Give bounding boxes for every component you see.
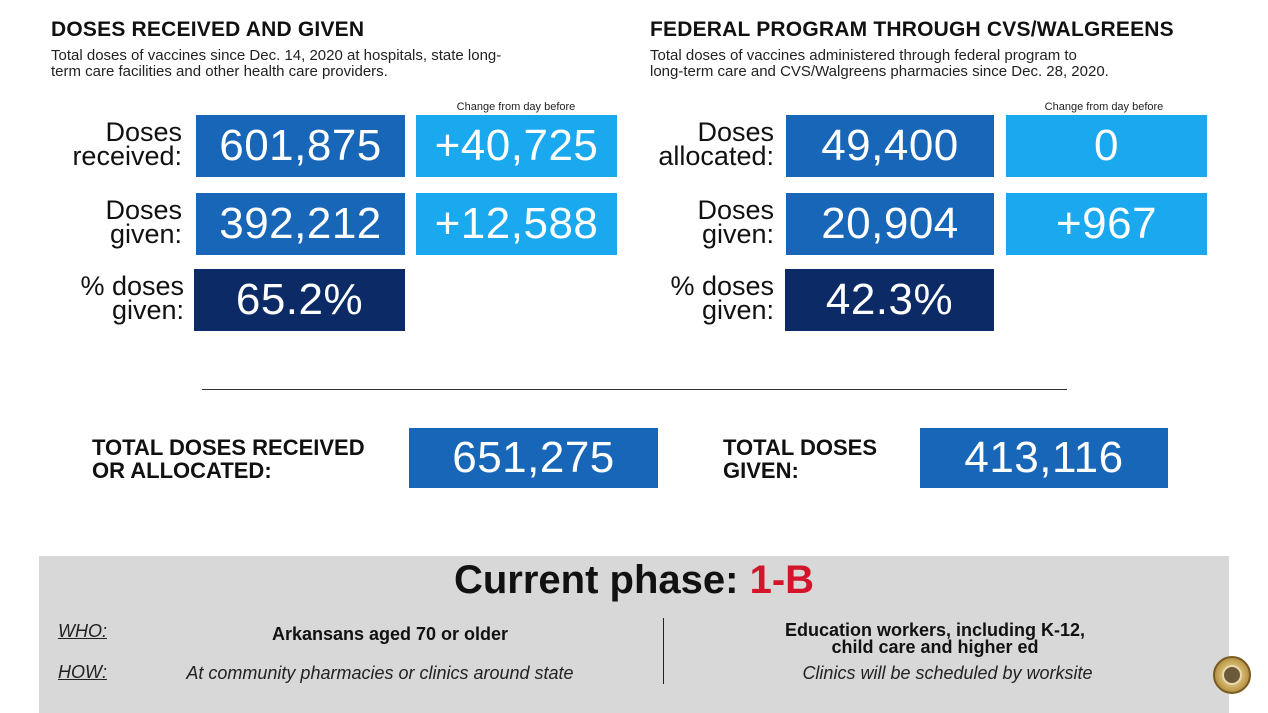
right-section-title: FEDERAL PROGRAM THROUGH CVS/WALGREENS: [650, 18, 1174, 41]
right-section-subtitle: Total doses of vaccines administered thr…: [650, 48, 1230, 80]
how-right: Clinics will be scheduled by worksite: [802, 663, 1093, 683]
right-row2-label: Doses given:: [630, 195, 774, 249]
doses-received-value: 601,875: [196, 115, 405, 177]
right-row2-label-line1: Doses: [697, 195, 774, 225]
phase-title-value: 1-B: [749, 558, 815, 602]
left-change-label: Change from day before: [456, 101, 576, 113]
left-row1-label-line1: Doses: [105, 117, 182, 147]
federal-percent-doses-given-value: 42.3%: [785, 269, 994, 331]
total-given-label: TOTAL DOSES GIVEN:: [723, 436, 877, 482]
right-subtitle-line1: Total doses of vaccines administered thr…: [650, 47, 1077, 64]
left-subtitle-line2: term care facilities and other health ca…: [51, 63, 388, 80]
left-section-subtitle: Total doses of vaccines since Dec. 14, 2…: [51, 48, 611, 80]
left-row1-label: Doses received:: [40, 117, 182, 171]
horizontal-divider: [202, 389, 1067, 390]
phase-title-prefix: Current phase:: [453, 558, 739, 602]
right-row3-label-line2: given:: [701, 295, 774, 325]
right-subtitle-line2: long-term care and CVS/Walgreens pharmac…: [650, 63, 1109, 80]
left-subtitle-line1: Total doses of vaccines since Dec. 14, 2…: [51, 47, 502, 64]
total-received-value: 651,275: [409, 428, 658, 488]
right-row2-label-line2: given:: [701, 219, 774, 249]
total-given-label-line1: TOTAL DOSES: [723, 435, 878, 460]
seal-center: [1222, 665, 1242, 685]
how-left: At community pharmacies or clinics aroun…: [186, 663, 574, 683]
current-phase-title: Current phase: 1-B: [39, 558, 1229, 603]
right-change-label: Change from day before: [1044, 101, 1164, 113]
doses-given-value: 392,212: [196, 193, 405, 255]
phase-vertical-divider: [663, 618, 664, 684]
left-row2-label: Doses given:: [40, 195, 182, 249]
total-given-value: 413,116: [920, 428, 1168, 488]
left-section-title: DOSES RECEIVED AND GIVEN: [51, 18, 365, 41]
who-right-line1: Education workers, including K-12,: [784, 620, 1086, 640]
left-row2-label-line1: Doses: [105, 195, 182, 225]
right-row1-label: Doses allocated:: [630, 117, 774, 171]
doses-allocated-value: 49,400: [786, 115, 994, 177]
right-row3-label: % doses given:: [630, 271, 774, 325]
total-received-label-line2: OR ALLOCATED:: [92, 458, 272, 483]
who-right-line2: child care and higher ed: [831, 637, 1039, 657]
who-left: Arkansans aged 70 or older: [271, 624, 509, 644]
total-given-label-line2: GIVEN:: [723, 458, 799, 483]
federal-doses-given-value: 20,904: [786, 193, 994, 255]
right-row1-label-line1: Doses: [697, 117, 774, 147]
doses-given-change: +12,588: [416, 193, 617, 255]
federal-doses-given-change: +967: [1006, 193, 1207, 255]
doses-allocated-change: 0: [1006, 115, 1207, 177]
right-row1-label-line2: allocated:: [658, 141, 774, 171]
left-row3-label: % doses given:: [40, 271, 184, 325]
left-row2-label-line2: given:: [109, 219, 182, 249]
percent-doses-given-value: 65.2%: [194, 269, 405, 331]
right-row3-label-line1: % doses: [670, 271, 774, 301]
current-phase-panel: [39, 556, 1229, 713]
doses-received-change: +40,725: [416, 115, 617, 177]
total-received-label: TOTAL DOSES RECEIVED OR ALLOCATED:: [92, 436, 365, 482]
arkansas-state-seal-icon: [1213, 656, 1251, 694]
who-right: Education workers, including K-12, child…: [730, 620, 1140, 657]
how-key: HOW:: [58, 662, 107, 682]
total-received-label-line1: TOTAL DOSES RECEIVED: [92, 435, 365, 460]
who-key: WHO:: [58, 621, 107, 641]
left-row1-label-line2: received:: [72, 141, 182, 171]
left-row3-label-line1: % doses: [80, 271, 184, 301]
left-row3-label-line2: given:: [111, 295, 184, 325]
